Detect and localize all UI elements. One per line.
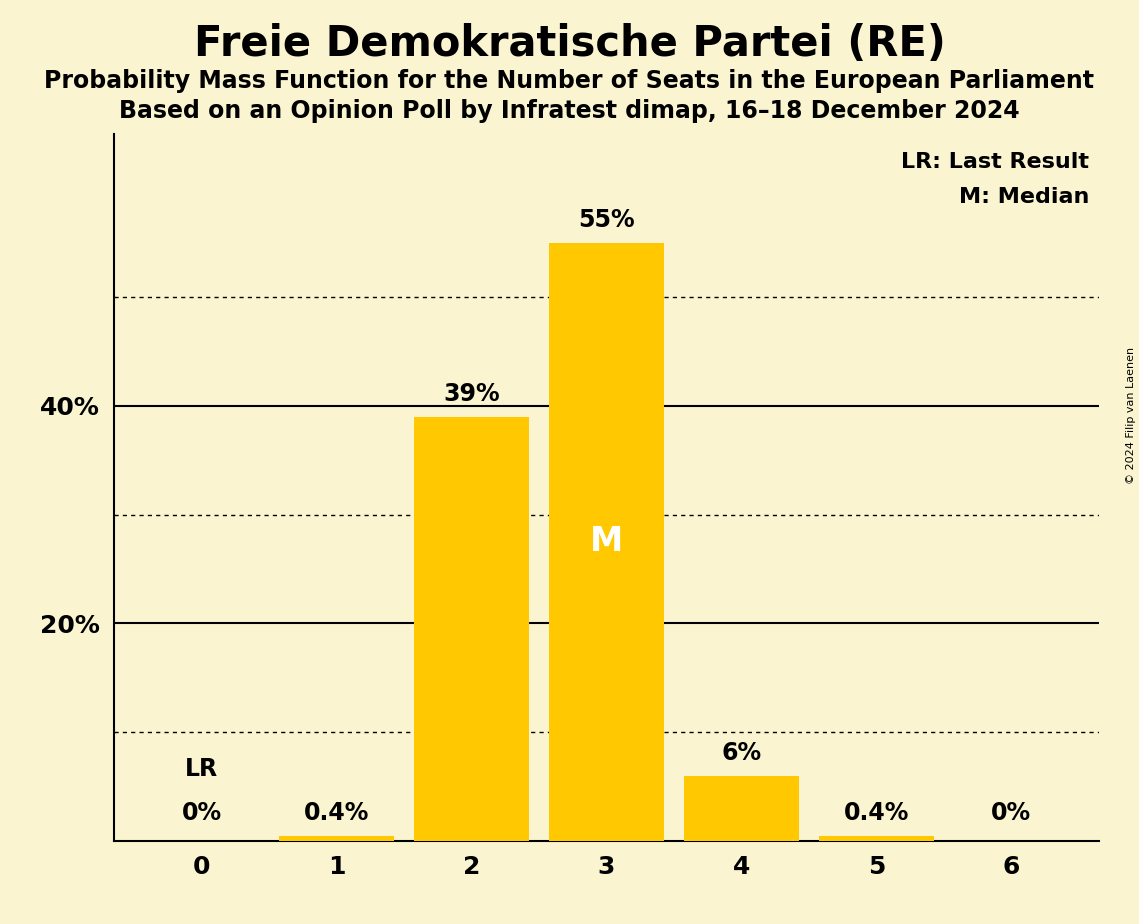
Text: 6%: 6% bbox=[721, 741, 762, 765]
Text: 0%: 0% bbox=[991, 800, 1032, 824]
Text: © 2024 Filip van Laenen: © 2024 Filip van Laenen bbox=[1126, 347, 1136, 484]
Bar bbox=[549, 243, 664, 841]
Text: 55%: 55% bbox=[579, 208, 634, 232]
Bar bbox=[685, 775, 798, 841]
Text: Probability Mass Function for the Number of Seats in the European Parliament: Probability Mass Function for the Number… bbox=[44, 69, 1095, 93]
Text: LR: LR bbox=[185, 757, 219, 781]
Bar bbox=[819, 836, 934, 841]
Text: 0.4%: 0.4% bbox=[844, 800, 909, 824]
Text: 0.4%: 0.4% bbox=[304, 800, 369, 824]
Text: 39%: 39% bbox=[443, 382, 500, 406]
Text: M: Median: M: Median bbox=[959, 187, 1089, 207]
Text: Freie Demokratische Partei (RE): Freie Demokratische Partei (RE) bbox=[194, 23, 945, 65]
Text: M: M bbox=[590, 525, 623, 558]
Text: 0%: 0% bbox=[181, 800, 222, 824]
Text: Based on an Opinion Poll by Infratest dimap, 16–18 December 2024: Based on an Opinion Poll by Infratest di… bbox=[120, 99, 1019, 123]
Text: LR: Last Result: LR: Last Result bbox=[901, 152, 1089, 172]
Bar bbox=[415, 417, 528, 841]
Bar bbox=[279, 836, 394, 841]
